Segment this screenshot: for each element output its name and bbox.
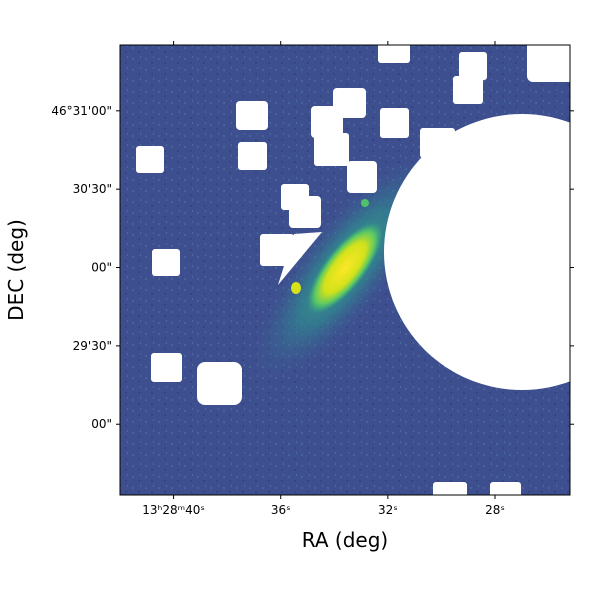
y-axis-label: DEC (deg) [4,219,28,321]
x-tick-label: 36ˢ [271,503,291,517]
y-tick-label: 29'30" [73,339,112,353]
y-tick-label: 00" [91,261,112,275]
y-tick-label: 30'30" [73,182,112,196]
x-tick-label: 32ˢ [378,503,398,517]
y-tick-label: 46°31'00" [51,104,112,118]
image [120,45,570,495]
y-tick-label: 00" [91,417,112,431]
x-tick-label: 13ʰ28ᵐ40ˢ [142,503,205,517]
x-tick-label: 28ˢ [485,503,505,517]
axes-frame [119,44,571,496]
x-axis-label: RA (deg) [302,528,388,552]
